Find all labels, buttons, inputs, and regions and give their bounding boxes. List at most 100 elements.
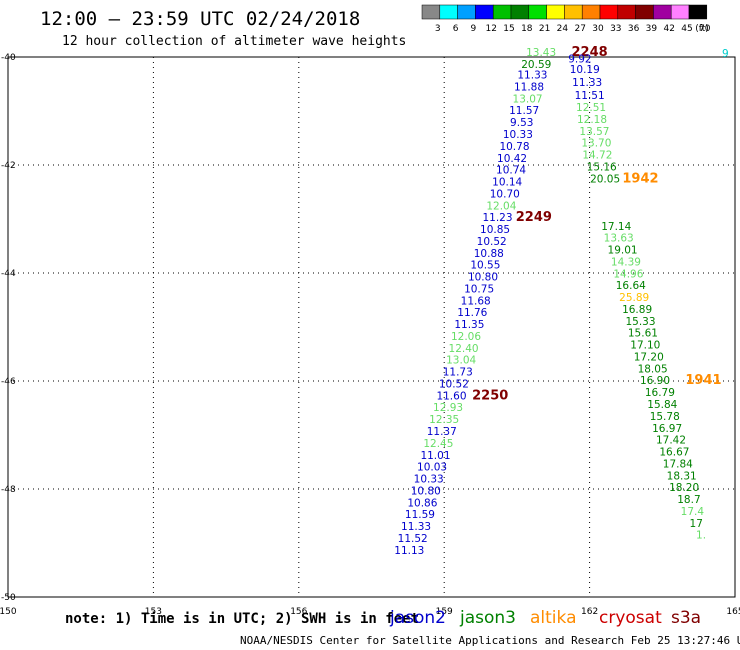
footer-note: note: 1) Time is in UTC; 2) SWH is in fe… — [65, 611, 420, 627]
wave-height-label: 12.06 — [451, 331, 481, 343]
wave-height-label: 11.52 — [398, 533, 428, 545]
wave-height-label: 16.64 — [616, 280, 646, 292]
wave-height-label: 14.39 — [611, 256, 641, 268]
wave-height-label: 19.01 — [608, 245, 638, 257]
colorbar-label: 39 — [646, 24, 658, 34]
wave-height-label: 20.05 — [590, 173, 620, 185]
colorbar-label: 33 — [610, 24, 621, 34]
wave-height-label: 10.52 — [477, 236, 507, 248]
wave-height-label: 15.16 — [587, 161, 617, 173]
colorbar-label: 42 — [663, 24, 674, 34]
wave-height-label: 17.4 — [681, 506, 705, 518]
wave-height-label: 18.31 — [667, 470, 697, 482]
x-tick-label: 159 — [436, 607, 453, 617]
wave-height-label: 10.33 — [414, 474, 444, 486]
colorbar-label: 45 — [681, 24, 692, 34]
colorbar-swatch — [670, 4, 690, 20]
colorbar-swatch — [492, 4, 512, 20]
colorbar-swatch — [439, 4, 458, 20]
wave-height-label: 17.10 — [630, 340, 660, 352]
y-tick-label: -44 — [1, 269, 16, 279]
wave-height-label: 13.57 — [579, 126, 609, 138]
chart-subtitle: 12 hour collection of altimeter wave hei… — [62, 34, 407, 49]
wave-height-label: 11.35 — [454, 319, 484, 331]
pass-time-label: 2248 — [572, 45, 608, 60]
colorbar-swatch — [581, 4, 601, 20]
x-tick-label: 165 — [726, 607, 740, 617]
wave-height-label: 10.14 — [492, 177, 522, 189]
wave-height-label: 11.68 — [461, 295, 491, 307]
wave-height-label: 18.20 — [669, 482, 699, 494]
y-tick-label: -46 — [1, 377, 16, 387]
legend-jason2: jason2 — [390, 608, 446, 628]
wave-height-label: 10.80 — [411, 485, 441, 497]
wave-height-label: 10.78 — [499, 141, 529, 153]
credit-line: NOAA/NESDIS Center for Satellite Applica… — [240, 634, 740, 647]
wave-height-label: 11.23 — [482, 212, 512, 224]
wave-height-label: 15.78 — [650, 411, 680, 423]
y-tick-label: -50 — [1, 593, 16, 603]
wave-height-label: 17 — [690, 518, 703, 530]
wave-height-label: 11.33 — [572, 77, 602, 89]
wave-height-label: 11.01 — [420, 450, 450, 462]
legend-altika: altika — [530, 608, 577, 628]
wave-height-label: 11.51 — [575, 90, 605, 102]
colorbar-label: 6 — [453, 24, 459, 34]
wave-height-label: 17.14 — [601, 221, 631, 233]
wave-height-label: 12.40 — [449, 343, 479, 355]
wave-height-label: 15.84 — [647, 399, 677, 411]
wave-height-label: 10.74 — [496, 165, 526, 177]
wave-height-label: 11.13 — [394, 545, 424, 557]
wave-height-label: 10.03 — [417, 462, 447, 474]
y-tick-label: -40 — [1, 53, 16, 63]
wave-height-label: 13.63 — [604, 233, 634, 245]
wave-height-label: 11.37 — [427, 426, 457, 438]
colorbar-label: 24 — [557, 24, 569, 34]
pass-time-label: 1941 — [685, 373, 721, 388]
wave-height-label: 15.33 — [625, 316, 655, 328]
colorbar-swatch — [617, 4, 636, 20]
wave-height-label: 11.60 — [436, 390, 466, 402]
colorbar-label: 15 — [503, 24, 514, 34]
wave-height-label: 9.92 — [568, 53, 591, 65]
wave-height-label: 17.84 — [663, 458, 693, 470]
wave-height-label: 25.89 — [619, 292, 649, 304]
wave-height-label: 10.55 — [470, 260, 500, 272]
x-tick-label: 153 — [145, 607, 162, 617]
wave-height-label: 15.61 — [628, 328, 658, 340]
wave-height-label: 14.96 — [613, 268, 643, 280]
wave-height-label: 11.33 — [401, 521, 431, 533]
colorbar-unit: (ft) — [695, 24, 709, 34]
colorbar-label: 12 — [485, 24, 496, 34]
wave-height-label: 16.79 — [645, 387, 675, 399]
wave-height-label: 16.67 — [659, 447, 689, 459]
colorbar-swatch — [599, 4, 619, 20]
colorbar-swatch — [421, 4, 441, 20]
colorbar-label: 3 — [435, 24, 441, 34]
wave-height-label: 18.7 — [677, 494, 700, 506]
colorbar-label: 30 — [592, 24, 604, 34]
wave-height-label: 10.86 — [407, 497, 437, 509]
colorbar-swatch — [457, 4, 476, 20]
colorbar-swatch — [688, 4, 708, 20]
wave-height-label: 12.93 — [433, 402, 463, 414]
pass-time-label: 2250 — [472, 388, 508, 403]
wave-height-label: 18.05 — [638, 363, 668, 375]
colorbar-swatch — [564, 4, 583, 20]
wave-height-label: 10.42 — [497, 153, 527, 165]
colorbar-swatch — [510, 4, 530, 20]
wave-height-label: 16.90 — [640, 375, 670, 387]
y-tick-label: -42 — [1, 161, 16, 171]
wave-height-label: 17.20 — [634, 351, 664, 363]
legend-jason3: jason3 — [460, 608, 516, 628]
chart-title: 12:00 – 23:59 UTC 02/24/2018 — [40, 8, 361, 30]
wave-height-label: 12.35 — [429, 414, 459, 426]
wave-height-label: 13.04 — [446, 355, 476, 367]
wave-height-label: 11.88 — [514, 81, 544, 93]
x-tick-label: 162 — [581, 607, 598, 617]
wave-height-label: 10.85 — [480, 224, 510, 236]
wave-height-label: 11.33 — [517, 70, 547, 82]
colorbar-label: 18 — [521, 24, 533, 34]
